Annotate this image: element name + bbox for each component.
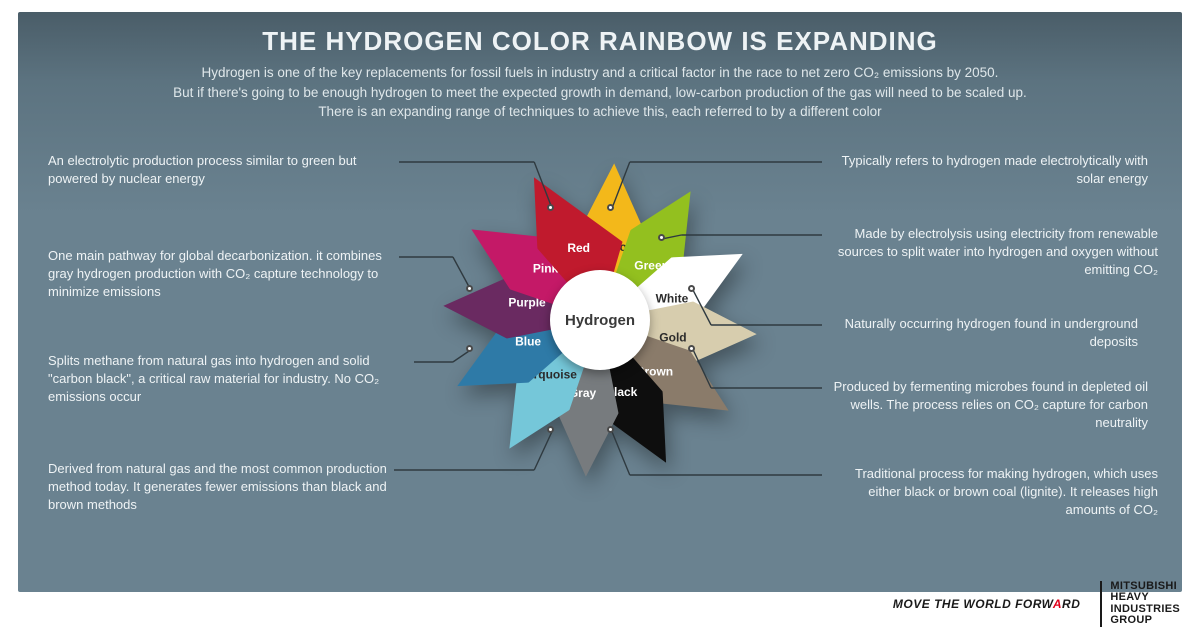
subtitle: Hydrogen is one of the key replacements … (78, 63, 1122, 122)
tagline: MOVE THE WORLD FORWARD (893, 597, 1080, 611)
leader-dot (607, 426, 614, 433)
blade-label-red: Red (567, 241, 590, 255)
footer: MOVE THE WORLD FORWARD MITSUBISHI HEAVY … (893, 581, 1180, 627)
hub-label: Hydrogen (565, 312, 635, 329)
page: THE HYDROGEN COLOR RAINBOW IS EXPANDING … (0, 0, 1200, 635)
anno-gray: Derived from natural gas and the most co… (48, 460, 388, 515)
leader-dot (688, 345, 695, 352)
tagline-pre: MOVE THE WORLD FORW (893, 597, 1053, 611)
anno-purple: One main pathway for global decarbonizat… (48, 247, 393, 302)
leader-dot (607, 204, 614, 211)
anno-yellow: Typically refers to hydrogen made electr… (828, 152, 1148, 188)
leader-dot (658, 234, 665, 241)
brand: MITSUBISHI HEAVY INDUSTRIES GROUP (1100, 581, 1180, 627)
page-title: THE HYDROGEN COLOR RAINBOW IS EXPANDING (78, 26, 1122, 57)
anno-gold: Produced by fermenting microbes found in… (828, 378, 1148, 433)
subtitle-line-3: There is an expanding range of technique… (318, 104, 881, 119)
header: THE HYDROGEN COLOR RAINBOW IS EXPANDING … (18, 12, 1182, 132)
anno-black_brown: Traditional process for making hydrogen,… (828, 465, 1158, 520)
anno-pink_red: An electrolytic production process simil… (48, 152, 393, 188)
main-panel: THE HYDROGEN COLOR RAINBOW IS EXPANDING … (18, 12, 1182, 592)
leader-dot (466, 345, 473, 352)
subtitle-line-1: Hydrogen is one of the key replacements … (202, 65, 999, 80)
hub-circle: Hydrogen (550, 270, 650, 370)
wheel-area: YellowGreenWhiteGoldBrownBlackGrayTurquo… (18, 130, 1182, 592)
anno-white: Naturally occurring hydrogen found in un… (828, 315, 1138, 351)
tagline-arrow: A (1053, 597, 1062, 611)
blade-label-blue: Blue (515, 334, 541, 348)
brand-line-4: GROUP (1110, 615, 1180, 627)
subtitle-line-2: But if there's going to be enough hydrog… (173, 85, 1027, 100)
anno-green: Made by electrolysis using electricity f… (828, 225, 1158, 280)
anno-blue_turq: Splits methane from natural gas into hyd… (48, 352, 408, 407)
tagline-post: RD (1062, 597, 1080, 611)
